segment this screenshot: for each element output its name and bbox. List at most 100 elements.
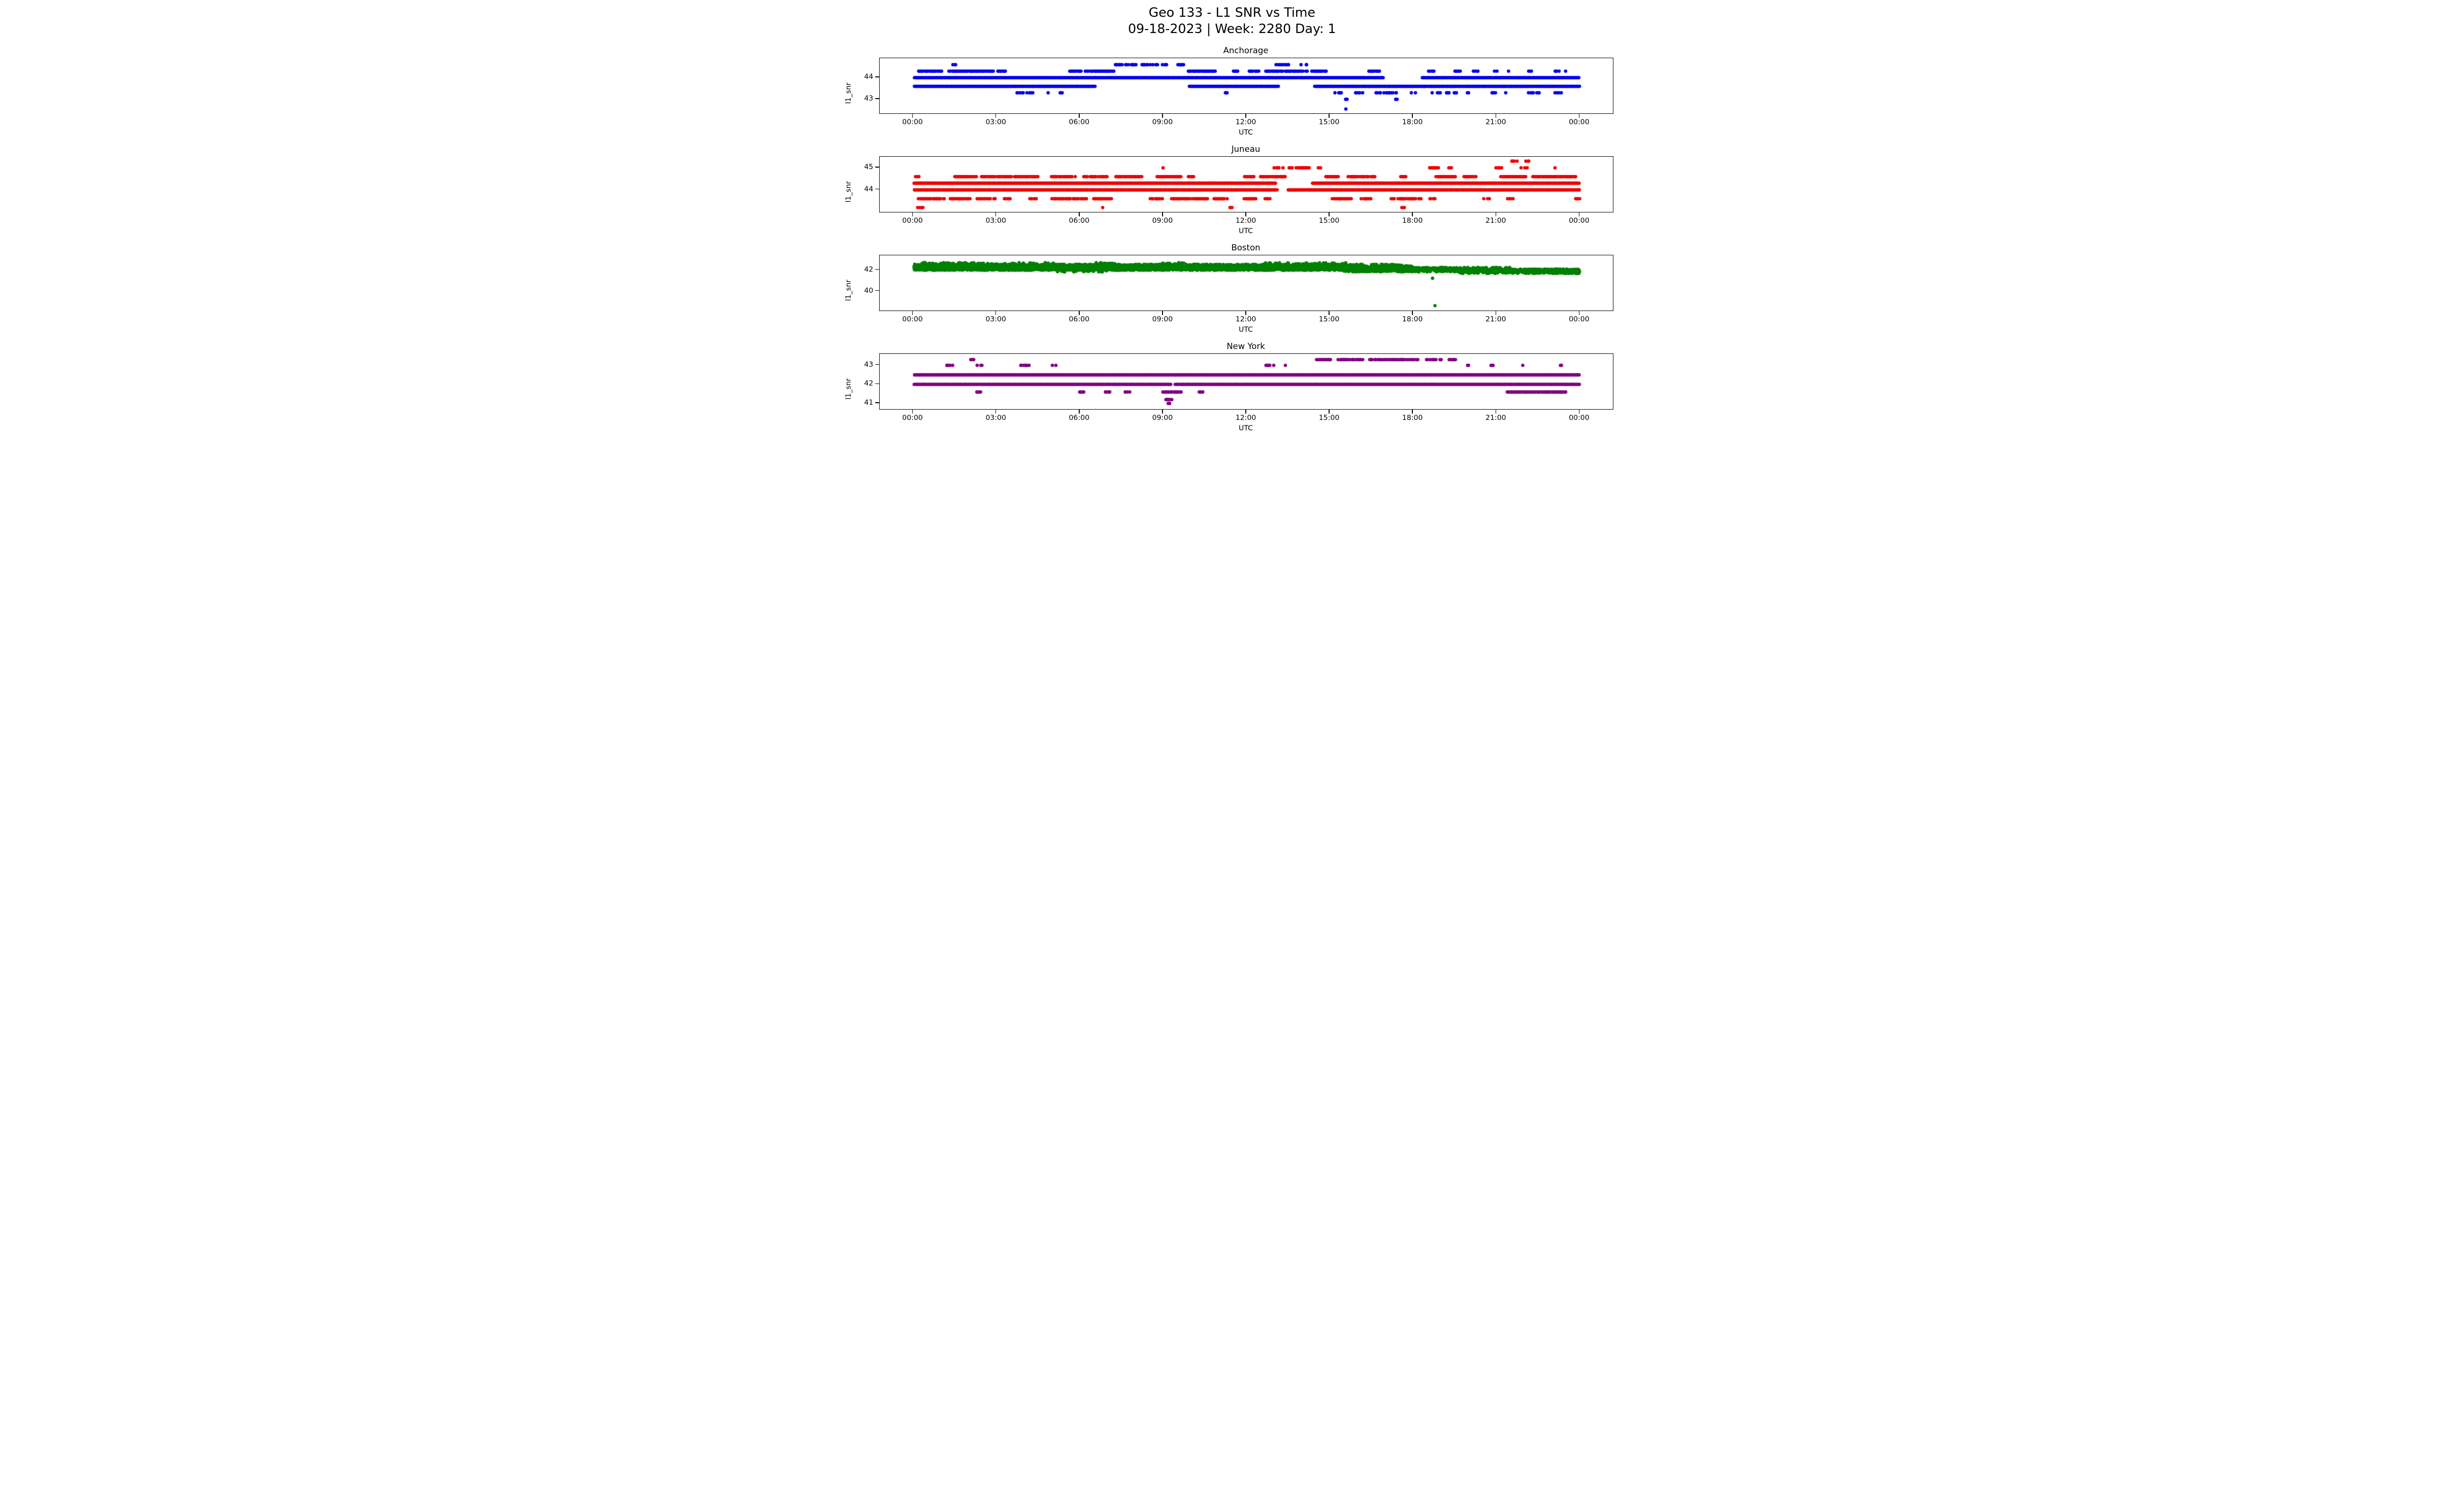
subplot-title: Juneau bbox=[1231, 144, 1261, 154]
x-tick-label: 09:00 bbox=[1152, 414, 1173, 422]
y-axis-label: l1_snr bbox=[845, 180, 853, 203]
x-axis-label: UTC bbox=[1238, 227, 1253, 235]
y-tick-label: 43 bbox=[864, 94, 873, 103]
x-tick-label: 00:00 bbox=[902, 118, 923, 126]
x-tick-label: 21:00 bbox=[1485, 414, 1506, 422]
x-tick-label: 03:00 bbox=[985, 315, 1006, 323]
subplot-boston: Boston l1_snr 40 42 00:00 03:00 06:00 09:00 1… bbox=[845, 243, 1618, 334]
figure-subtitle: 09-18-2023 | Week: 2280 Day: 1 bbox=[1128, 22, 1336, 37]
y-tick-mark bbox=[875, 383, 879, 384]
y-tick-mark bbox=[875, 269, 879, 270]
x-tick-label: 09:00 bbox=[1152, 315, 1173, 323]
x-tick-mark bbox=[995, 311, 996, 315]
y-tick-label: 41 bbox=[864, 398, 873, 407]
plot-area bbox=[879, 254, 1613, 311]
x-tick-mark bbox=[1162, 113, 1163, 118]
x-tick-label: 18:00 bbox=[1402, 118, 1423, 126]
x-tick-label: 15:00 bbox=[1319, 216, 1339, 225]
x-axis-label: UTC bbox=[1238, 424, 1253, 432]
x-tick-mark bbox=[912, 212, 913, 216]
x-tick-labels: 00:00 03:00 06:00 09:00 12:00 15:00 18:00 21:00… bbox=[879, 409, 1612, 424]
x-tick-label: 15:00 bbox=[1319, 118, 1339, 126]
y-tick-label: 40 bbox=[864, 286, 873, 295]
x-tick-label: 18:00 bbox=[1402, 216, 1423, 225]
x-tick-label: 12:00 bbox=[1235, 118, 1256, 126]
x-tick-label: 18:00 bbox=[1402, 315, 1423, 323]
plot-area bbox=[879, 156, 1613, 212]
y-axis-label: l1_snr bbox=[845, 82, 853, 104]
subplot-title: New York bbox=[1227, 341, 1265, 351]
x-tick-label: 03:00 bbox=[985, 414, 1006, 422]
x-tick-label: 00:00 bbox=[902, 216, 923, 225]
x-tick-label: 06:00 bbox=[1068, 315, 1090, 323]
y-tick-mark bbox=[875, 76, 879, 77]
x-tick-label: 00:00 bbox=[1569, 118, 1590, 126]
x-tick-mark bbox=[1162, 311, 1163, 315]
x-tick-label: 21:00 bbox=[1485, 118, 1506, 126]
figure: Geo 133 - L1 SNR vs Time 09-18-2023 | We… bbox=[845, 0, 1618, 432]
x-tick-label: 09:00 bbox=[1152, 118, 1173, 126]
x-tick-label: 21:00 bbox=[1485, 216, 1506, 225]
x-tick-labels: 00:00 03:00 06:00 09:00 12:00 15:00 18:00 21:00… bbox=[879, 113, 1612, 129]
scatter-canvas bbox=[880, 156, 1613, 212]
x-tick-mark bbox=[1245, 409, 1246, 414]
x-tick-mark bbox=[912, 113, 913, 118]
x-tick-label: 00:00 bbox=[1569, 216, 1590, 225]
subplot-anchorage: Anchorage l1_snr 43 44 00:00 03:00 06:00 09:… bbox=[845, 45, 1618, 137]
x-tick-label: 00:00 bbox=[1569, 414, 1590, 422]
x-tick-mark bbox=[995, 212, 996, 216]
scatter-canvas bbox=[880, 255, 1613, 311]
x-tick-mark bbox=[995, 113, 996, 118]
plot-wrap: l1_snr 41 42 43 00:00 03:00 06:00 09:00 12:00 1… bbox=[845, 353, 1613, 424]
x-axis-label: UTC bbox=[1238, 128, 1253, 137]
x-tick-mark bbox=[1245, 113, 1246, 118]
y-tick-mark bbox=[875, 290, 879, 291]
y-axis-label: l1_snr bbox=[845, 279, 853, 301]
x-tick-label: 18:00 bbox=[1402, 414, 1423, 422]
x-tick-labels: 00:00 03:00 06:00 09:00 12:00 15:00 18:00 21:00… bbox=[879, 311, 1612, 326]
x-tick-label: 12:00 bbox=[1235, 216, 1256, 225]
x-tick-label: 03:00 bbox=[985, 118, 1006, 126]
subplot-title: Boston bbox=[1231, 243, 1261, 253]
x-tick-label: 06:00 bbox=[1068, 216, 1090, 225]
y-tick-label: 44 bbox=[864, 185, 873, 193]
figure-title: Geo 133 - L1 SNR vs Time bbox=[1148, 5, 1316, 20]
x-tick-label: 03:00 bbox=[985, 216, 1006, 225]
x-tick-label: 15:00 bbox=[1319, 315, 1339, 323]
x-tick-label: 00:00 bbox=[902, 414, 923, 422]
y-tick-label: 43 bbox=[864, 360, 873, 369]
x-tick-mark bbox=[1245, 311, 1246, 315]
x-tick-mark bbox=[1245, 212, 1246, 216]
x-tick-mark bbox=[1162, 212, 1163, 216]
x-tick-label: 15:00 bbox=[1319, 414, 1339, 422]
y-tick-mark bbox=[875, 364, 879, 365]
y-tick-label: 44 bbox=[864, 73, 873, 81]
x-tick-label: 12:00 bbox=[1235, 414, 1256, 422]
scatter-canvas bbox=[880, 353, 1613, 409]
y-axis-label: l1_snr bbox=[845, 378, 853, 400]
x-tick-label: 21:00 bbox=[1485, 315, 1506, 323]
x-tick-mark bbox=[1162, 409, 1163, 414]
x-tick-label: 00:00 bbox=[902, 315, 923, 323]
x-tick-label: 06:00 bbox=[1068, 414, 1090, 422]
plot-area bbox=[879, 353, 1613, 410]
plot-area bbox=[879, 57, 1613, 114]
y-tick-label: 42 bbox=[864, 380, 873, 388]
scatter-canvas bbox=[880, 58, 1613, 113]
x-tick-mark bbox=[995, 409, 996, 414]
x-axis-label: UTC bbox=[1238, 325, 1253, 334]
x-tick-label: 00:00 bbox=[1569, 315, 1590, 323]
x-tick-label: 06:00 bbox=[1068, 118, 1090, 126]
x-tick-mark bbox=[912, 311, 913, 315]
y-tick-label: 45 bbox=[864, 163, 873, 171]
y-tick-label: 42 bbox=[864, 265, 873, 274]
y-tick-mark bbox=[875, 402, 879, 403]
x-tick-label: 09:00 bbox=[1152, 216, 1173, 225]
subplot-juneau: Juneau l1_snr 44 45 00:00 03:00 06:00 09:00 1… bbox=[845, 144, 1618, 235]
subplot-title: Anchorage bbox=[1223, 45, 1268, 56]
subplot-new-york: New York l1_snr 41 42 43 00:00 03:00 06:00 09… bbox=[845, 341, 1618, 432]
x-tick-label: 12:00 bbox=[1235, 315, 1256, 323]
plot-wrap: l1_snr 44 45 00:00 03:00 06:00 09:00 12:00 15:… bbox=[845, 156, 1613, 227]
y-tick-mark bbox=[875, 98, 879, 99]
plot-wrap: l1_snr 43 44 00:00 03:00 06:00 09:00 12:00 15:… bbox=[845, 57, 1613, 129]
